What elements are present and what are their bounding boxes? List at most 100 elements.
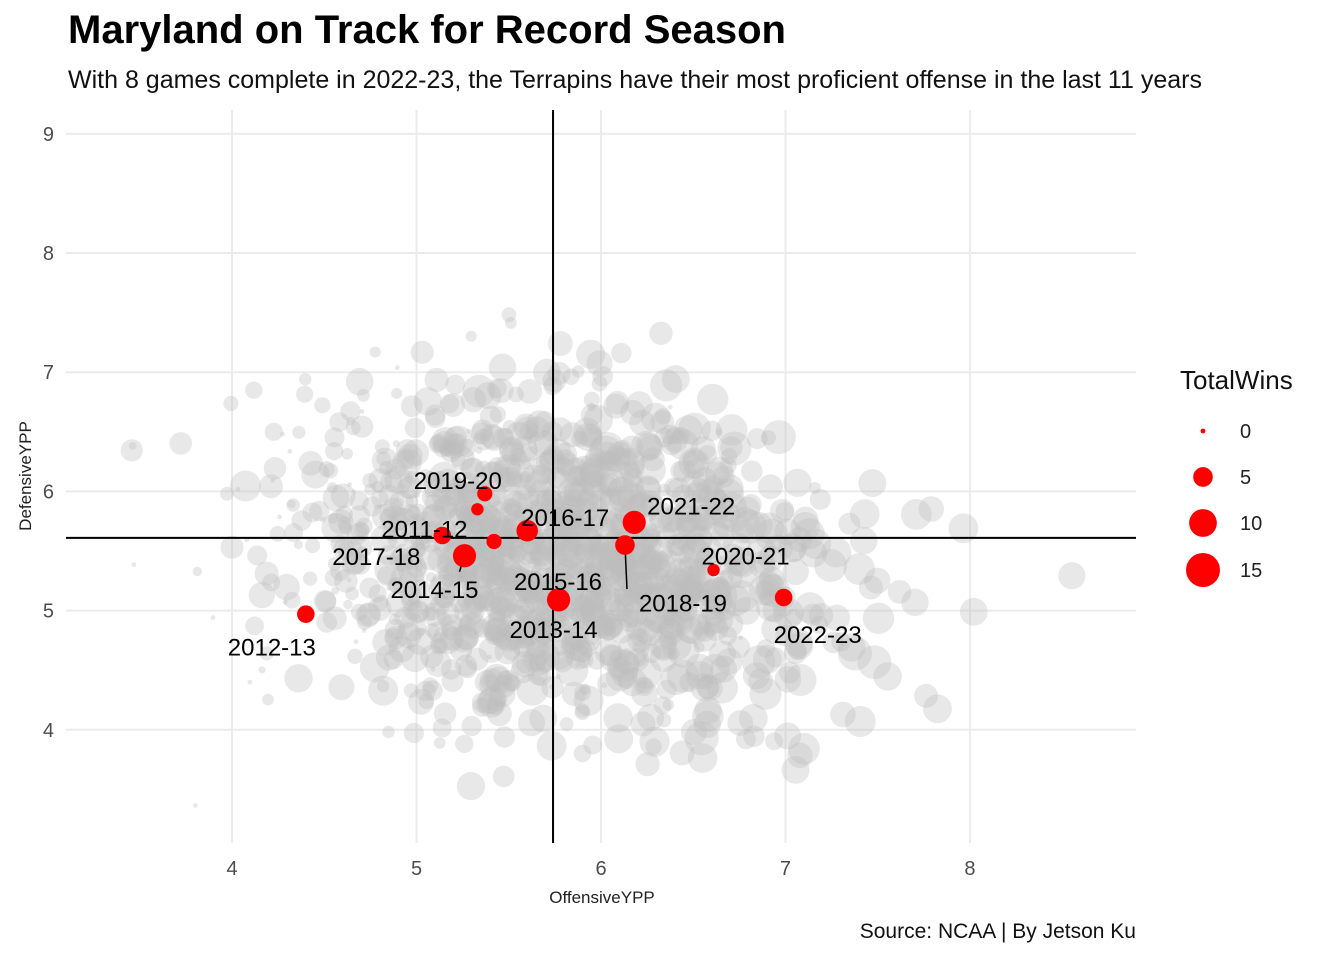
background-point	[456, 591, 474, 610]
background-point	[663, 477, 684, 498]
background-point	[556, 570, 573, 587]
maryland-point	[477, 486, 493, 502]
background-point	[502, 565, 533, 596]
background-point	[697, 675, 723, 701]
background-point	[407, 513, 425, 531]
background-point	[512, 413, 540, 441]
background-point	[466, 428, 472, 434]
background-point	[471, 586, 496, 610]
background-point	[382, 725, 395, 739]
background-point	[489, 558, 511, 579]
background-point	[777, 533, 807, 563]
background-point	[560, 503, 585, 528]
background-point	[422, 482, 451, 512]
background-point	[599, 487, 628, 516]
background-point	[652, 575, 678, 601]
background-point	[372, 629, 399, 656]
background-point	[606, 477, 636, 506]
background-point	[553, 506, 563, 517]
background-point	[616, 563, 634, 581]
background-point	[704, 604, 734, 634]
chart-caption: Source: NCAA | By Jetson Ku	[859, 920, 1136, 943]
background-point	[595, 542, 613, 560]
background-point	[527, 429, 555, 457]
background-point	[480, 461, 511, 492]
background-point	[292, 425, 306, 439]
maryland-point	[546, 588, 571, 612]
background-point	[245, 381, 263, 399]
background-point	[519, 580, 544, 605]
background-point	[708, 640, 737, 668]
background-point	[497, 560, 524, 587]
background-point	[667, 635, 700, 668]
background-point	[633, 618, 659, 644]
background-point	[357, 388, 370, 402]
background-point	[667, 590, 694, 618]
background-point	[712, 575, 729, 592]
background-point	[327, 513, 339, 524]
background-point	[759, 566, 785, 592]
background-point	[675, 512, 698, 536]
background-point	[294, 540, 303, 550]
background-point	[601, 452, 621, 472]
background-point	[420, 644, 444, 668]
background-point	[685, 661, 714, 690]
background-point	[551, 507, 586, 542]
background-point	[634, 583, 660, 609]
background-point	[403, 722, 424, 744]
background-point	[530, 611, 559, 640]
background-point	[560, 502, 565, 507]
background-point	[692, 700, 724, 732]
background-point	[629, 541, 657, 569]
background-point	[687, 478, 712, 503]
background-point	[783, 539, 806, 562]
background-point	[556, 448, 576, 468]
background-point	[459, 503, 474, 518]
background-point	[677, 510, 711, 544]
background-point	[430, 594, 451, 615]
background-point	[556, 631, 562, 636]
background-point	[575, 501, 607, 534]
background-point	[783, 468, 812, 497]
background-point	[607, 441, 632, 466]
background-point	[431, 427, 459, 455]
background-point	[635, 752, 660, 777]
background-point	[705, 456, 734, 485]
background-point	[681, 512, 708, 540]
background-point	[351, 489, 357, 495]
background-point	[671, 533, 689, 550]
background-point	[343, 599, 353, 610]
maryland-label: 2021-22	[647, 494, 735, 521]
background-point	[752, 644, 782, 674]
background-point	[680, 471, 711, 501]
background-point	[662, 699, 675, 711]
background-point	[501, 503, 521, 523]
background-point	[510, 436, 538, 463]
background-point	[690, 436, 716, 462]
background-point	[437, 557, 461, 581]
background-point	[481, 570, 498, 587]
background-point	[508, 448, 528, 467]
background-point	[696, 675, 720, 699]
background-point	[359, 577, 381, 599]
background-point	[657, 579, 684, 606]
background-point	[434, 495, 459, 520]
background-point	[703, 475, 724, 496]
background-point	[656, 712, 672, 728]
background-point	[486, 617, 511, 642]
background-point	[609, 649, 622, 663]
background-point	[599, 644, 623, 667]
x-tick-label: 4	[226, 858, 237, 880]
background-point	[503, 546, 515, 559]
background-point	[635, 454, 666, 486]
background-point	[638, 533, 658, 553]
background-point	[512, 597, 535, 621]
background-point	[524, 469, 553, 498]
background-point	[471, 419, 494, 441]
background-point	[575, 526, 601, 553]
background-point	[527, 479, 556, 508]
background-point	[580, 404, 603, 427]
background-point	[661, 435, 682, 456]
background-point	[247, 545, 268, 566]
background-point	[662, 606, 683, 627]
